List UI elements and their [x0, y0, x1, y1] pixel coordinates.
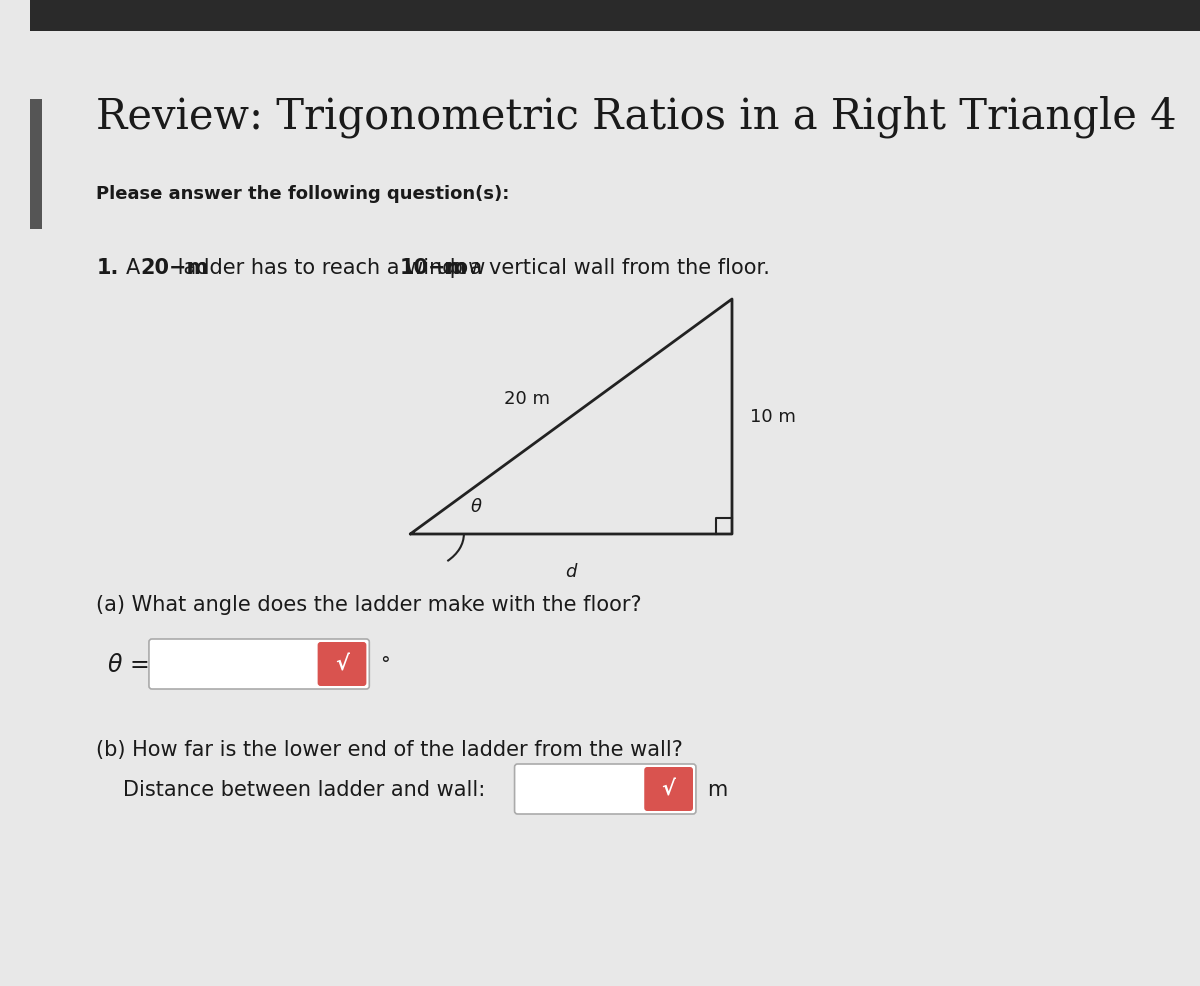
Text: A: A — [126, 257, 146, 278]
FancyBboxPatch shape — [515, 764, 696, 814]
FancyBboxPatch shape — [644, 767, 694, 811]
Text: 10 m: 10 m — [750, 408, 796, 426]
Text: (a) What angle does the ladder make with the floor?: (a) What angle does the ladder make with… — [96, 595, 642, 614]
Text: ladder has to reach a window: ladder has to reach a window — [172, 257, 492, 278]
Text: °: ° — [380, 655, 390, 673]
Text: d: d — [565, 562, 577, 581]
Text: 20−m: 20−m — [140, 257, 209, 278]
Text: Please answer the following question(s):: Please answer the following question(s): — [96, 184, 510, 203]
Text: 20 m: 20 m — [504, 389, 551, 407]
Text: θ: θ — [472, 498, 482, 516]
Text: up a vertical wall from the floor.: up a vertical wall from the floor. — [430, 257, 769, 278]
Text: 10−m: 10−m — [400, 257, 468, 278]
Text: Review: Trigonometric Ratios in a Right Triangle 4: Review: Trigonometric Ratios in a Right … — [96, 95, 1177, 137]
Text: m: m — [707, 779, 727, 800]
Text: (b) How far is the lower end of the ladder from the wall?: (b) How far is the lower end of the ladd… — [96, 740, 683, 759]
Text: Distance between ladder and wall:: Distance between ladder and wall: — [122, 779, 485, 800]
Text: θ =: θ = — [108, 653, 150, 676]
Text: √: √ — [335, 655, 349, 674]
Bar — [20, 100, 42, 230]
Text: √: √ — [661, 779, 676, 800]
FancyBboxPatch shape — [149, 639, 370, 689]
Bar — [30, 0, 1200, 32]
Text: 1.: 1. — [96, 257, 119, 278]
FancyBboxPatch shape — [318, 642, 366, 686]
